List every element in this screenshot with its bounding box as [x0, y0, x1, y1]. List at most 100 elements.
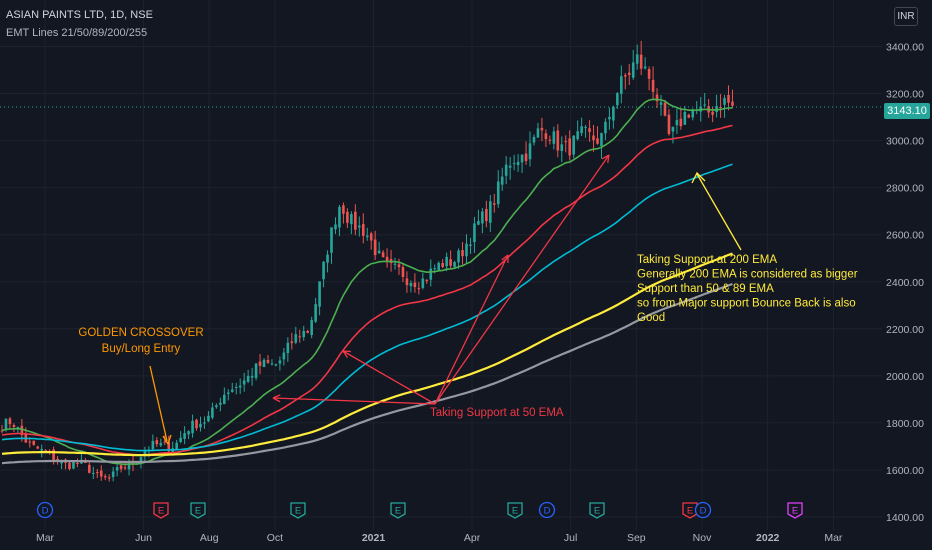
candle-body: [671, 126, 675, 132]
candle-body: [12, 425, 16, 428]
chart-grid: [0, 0, 882, 530]
dividend-marker: [694, 501, 712, 519]
candle-body: [540, 127, 544, 131]
ema-line-50: [1, 124, 733, 456]
candle-body: [576, 131, 579, 140]
price-axis: 1400.00 1600.00 1800.00 2000.00 2200.00 2400.…: [882, 0, 932, 550]
candle-body: [679, 118, 683, 127]
currency-button[interactable]: INR: [894, 7, 918, 26]
support-200-label: Support than 50 & 89 EMA: [637, 283, 774, 295]
event-marker-label: E: [512, 506, 518, 517]
candle-body: [199, 423, 202, 428]
event-marker-label: D: [544, 506, 551, 517]
candle-body: [409, 282, 413, 287]
candle-body: [500, 176, 504, 185]
arrow-head: [601, 154, 610, 160]
event-marker-label: E: [158, 506, 164, 517]
candle-body: [532, 137, 536, 143]
candle-body: [373, 239, 377, 256]
candle-body: [270, 363, 274, 365]
candle-body: [187, 431, 190, 435]
indicator-legend[interactable]: EMT Lines 21/50/89/200/255: [6, 27, 148, 39]
candle-body: [659, 102, 663, 105]
candle-body: [616, 93, 619, 106]
candle-body: [139, 457, 143, 463]
candle-body: [219, 402, 222, 405]
candle-body: [234, 387, 238, 389]
candle-body: [76, 462, 79, 464]
earnings-marker: [682, 502, 698, 519]
time-tick-label: Nov: [693, 532, 712, 544]
candle-body: [393, 263, 397, 265]
arrow-head: [691, 171, 706, 184]
earnings-marker: [589, 502, 605, 519]
event-marker-label: E: [195, 506, 201, 517]
event-marker-E: E: [153, 502, 169, 519]
candle-body: [282, 352, 286, 360]
time-tick-label: 2021: [362, 532, 386, 544]
candle-body: [512, 163, 516, 165]
support-200-label: so from Major support Bounce Back is als…: [637, 298, 856, 310]
price-tick-label: 2200.00: [886, 324, 924, 336]
candle-body: [330, 227, 333, 253]
support-arrow: [272, 397, 436, 405]
candle-body: [711, 111, 714, 115]
candle-body: [314, 304, 317, 322]
candle-body: [592, 135, 595, 141]
ema-lines: [1, 98, 733, 466]
candle-body: [115, 467, 119, 471]
candle-body: [461, 250, 464, 257]
candle-body: [278, 360, 282, 364]
candle-body: [354, 211, 357, 230]
time-tick-label: 2022: [756, 532, 780, 544]
event-marker-E: E: [787, 502, 803, 519]
arrow-head: [342, 350, 349, 358]
candle-body: [727, 94, 730, 103]
candle-body: [588, 128, 591, 133]
candle-body: [286, 342, 290, 354]
candle-body: [584, 126, 587, 128]
candle-body: [32, 440, 36, 445]
time-tick-label: Apr: [464, 532, 481, 544]
candle-body: [723, 98, 726, 105]
arrow-head: [272, 397, 281, 403]
price-tick-label: 2000.00: [886, 371, 924, 383]
golden-crossover-label: Buy/Long Entry: [102, 343, 181, 355]
support-200-arrow: [696, 173, 742, 251]
arrow-head: [272, 394, 281, 399]
annotations: GOLDEN CROSSOVER Buy/Long Entry Taking Sup…: [78, 154, 858, 446]
candle-body: [226, 392, 230, 394]
candle-body: [473, 223, 476, 243]
candle-body: [600, 133, 603, 147]
candle-body: [651, 79, 655, 92]
candle-body: [99, 470, 103, 477]
candle-body: [290, 341, 294, 344]
support-200-label: Good: [637, 312, 665, 324]
candle-body: [449, 259, 452, 266]
earnings-marker: [390, 502, 406, 519]
price-tick-label: 2600.00: [886, 230, 924, 242]
candle-body: [548, 139, 552, 141]
arrow-head: [342, 350, 352, 353]
candle-body: [274, 364, 278, 366]
candle-body: [631, 62, 635, 78]
candle-body: [127, 461, 131, 470]
candle-body: [520, 154, 524, 163]
support-50-label: Taking Support at 50 EMA: [430, 407, 564, 419]
candle-body: [433, 268, 437, 270]
candle-body: [167, 441, 171, 452]
last-price-label: 3143.10: [884, 103, 930, 119]
candle-body: [326, 254, 329, 263]
candle-body: [655, 94, 659, 102]
candle-body: [195, 419, 198, 429]
support-arrow: [434, 254, 509, 405]
event-marker-label: D: [42, 506, 49, 517]
candle-body: [159, 443, 163, 446]
candle-body: [8, 418, 12, 425]
candle-body: [481, 211, 484, 224]
candle-body: [310, 320, 313, 336]
price-tick-label: 3400.00: [886, 42, 924, 54]
price-axis-bg: [882, 0, 932, 550]
candle-body: [107, 477, 111, 479]
